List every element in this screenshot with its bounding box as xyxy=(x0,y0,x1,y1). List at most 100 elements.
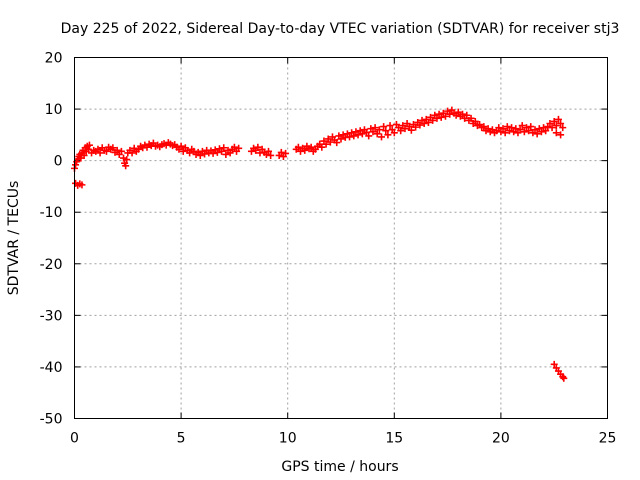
data-point xyxy=(218,147,226,155)
data-point xyxy=(102,147,110,155)
data-point xyxy=(412,123,420,131)
data-point xyxy=(550,117,558,125)
data-point xyxy=(557,120,565,128)
data-point xyxy=(307,143,315,151)
data-point xyxy=(533,130,541,138)
y-tick-label: -30 xyxy=(40,308,63,324)
data-point xyxy=(213,148,221,156)
data-point xyxy=(463,111,471,119)
data-point xyxy=(516,126,524,134)
data-point xyxy=(467,114,475,122)
data-point xyxy=(346,133,354,141)
data-point xyxy=(326,138,334,146)
data-point xyxy=(226,149,234,157)
plot-frame xyxy=(74,57,608,419)
data-point xyxy=(196,151,204,159)
x-tick-label: 0 xyxy=(70,431,79,447)
data-point xyxy=(495,124,503,132)
data-point xyxy=(265,147,273,155)
data-point xyxy=(459,110,467,118)
data-points xyxy=(71,106,568,382)
data-point xyxy=(386,122,394,130)
data-point xyxy=(235,144,243,152)
data-point xyxy=(109,144,117,152)
data-point xyxy=(222,150,230,158)
data-point xyxy=(518,122,526,130)
data-point xyxy=(382,127,390,135)
data-point xyxy=(318,143,326,151)
data-point xyxy=(441,112,449,120)
data-point xyxy=(454,108,462,116)
x-tick-label: 5 xyxy=(177,431,186,447)
data-point xyxy=(373,130,381,138)
data-point xyxy=(380,123,388,131)
data-point xyxy=(85,141,93,149)
y-tick-label: -10 xyxy=(40,205,63,221)
data-point xyxy=(282,149,290,157)
data-point xyxy=(560,374,568,382)
data-point xyxy=(499,125,507,133)
data-point xyxy=(559,124,567,132)
data-point xyxy=(542,127,550,135)
data-point xyxy=(397,127,405,135)
data-point xyxy=(254,143,262,151)
data-point xyxy=(420,120,428,128)
data-point xyxy=(552,129,560,137)
data-point xyxy=(480,123,488,131)
data-point xyxy=(337,135,345,143)
x-axis-label: GPS time / hours xyxy=(281,459,398,475)
data-point xyxy=(209,149,217,157)
y-tick-label: 10 xyxy=(45,102,63,118)
data-point xyxy=(96,149,104,157)
data-point xyxy=(220,144,228,152)
data-point xyxy=(557,131,565,139)
data-point xyxy=(525,127,533,135)
data-point xyxy=(122,162,130,170)
y-tick-label: -40 xyxy=(40,360,63,376)
data-point xyxy=(369,128,377,136)
data-point xyxy=(301,146,309,154)
data-point xyxy=(354,131,362,139)
data-point xyxy=(433,114,441,122)
data-point xyxy=(401,125,409,133)
y-axis-label: SDTVAR / TECUs xyxy=(6,181,22,296)
data-point xyxy=(537,128,545,136)
data-point xyxy=(294,143,302,151)
data-point xyxy=(471,117,479,125)
data-point xyxy=(375,126,383,134)
data-point xyxy=(552,122,560,130)
data-point xyxy=(177,142,185,150)
data-point xyxy=(512,125,520,133)
data-point xyxy=(358,130,366,138)
x-tick-label: 15 xyxy=(385,431,403,447)
data-point xyxy=(371,124,379,132)
grid-lines xyxy=(74,57,608,419)
data-point xyxy=(405,123,413,131)
data-point xyxy=(424,118,432,126)
data-point xyxy=(322,140,330,148)
data-point xyxy=(546,120,554,128)
data-point xyxy=(267,151,275,159)
x-tick-label: 10 xyxy=(279,431,297,447)
data-point xyxy=(78,181,86,189)
data-point xyxy=(117,147,125,155)
data-point xyxy=(113,146,121,154)
data-point xyxy=(527,123,535,131)
data-point xyxy=(333,139,341,147)
data-point xyxy=(363,128,371,136)
data-point xyxy=(520,128,528,136)
data-point xyxy=(503,123,511,131)
data-point xyxy=(446,110,454,118)
data-point xyxy=(508,124,516,132)
y-tick-label: 20 xyxy=(45,51,63,67)
data-point xyxy=(94,145,102,153)
data-point xyxy=(123,156,131,164)
data-point xyxy=(416,121,424,129)
x-tick-label: 25 xyxy=(599,431,617,447)
data-point xyxy=(201,150,209,158)
data-point xyxy=(277,148,285,156)
data-point xyxy=(554,115,562,123)
y-tick-label: -20 xyxy=(40,257,63,273)
data-point xyxy=(350,132,358,140)
